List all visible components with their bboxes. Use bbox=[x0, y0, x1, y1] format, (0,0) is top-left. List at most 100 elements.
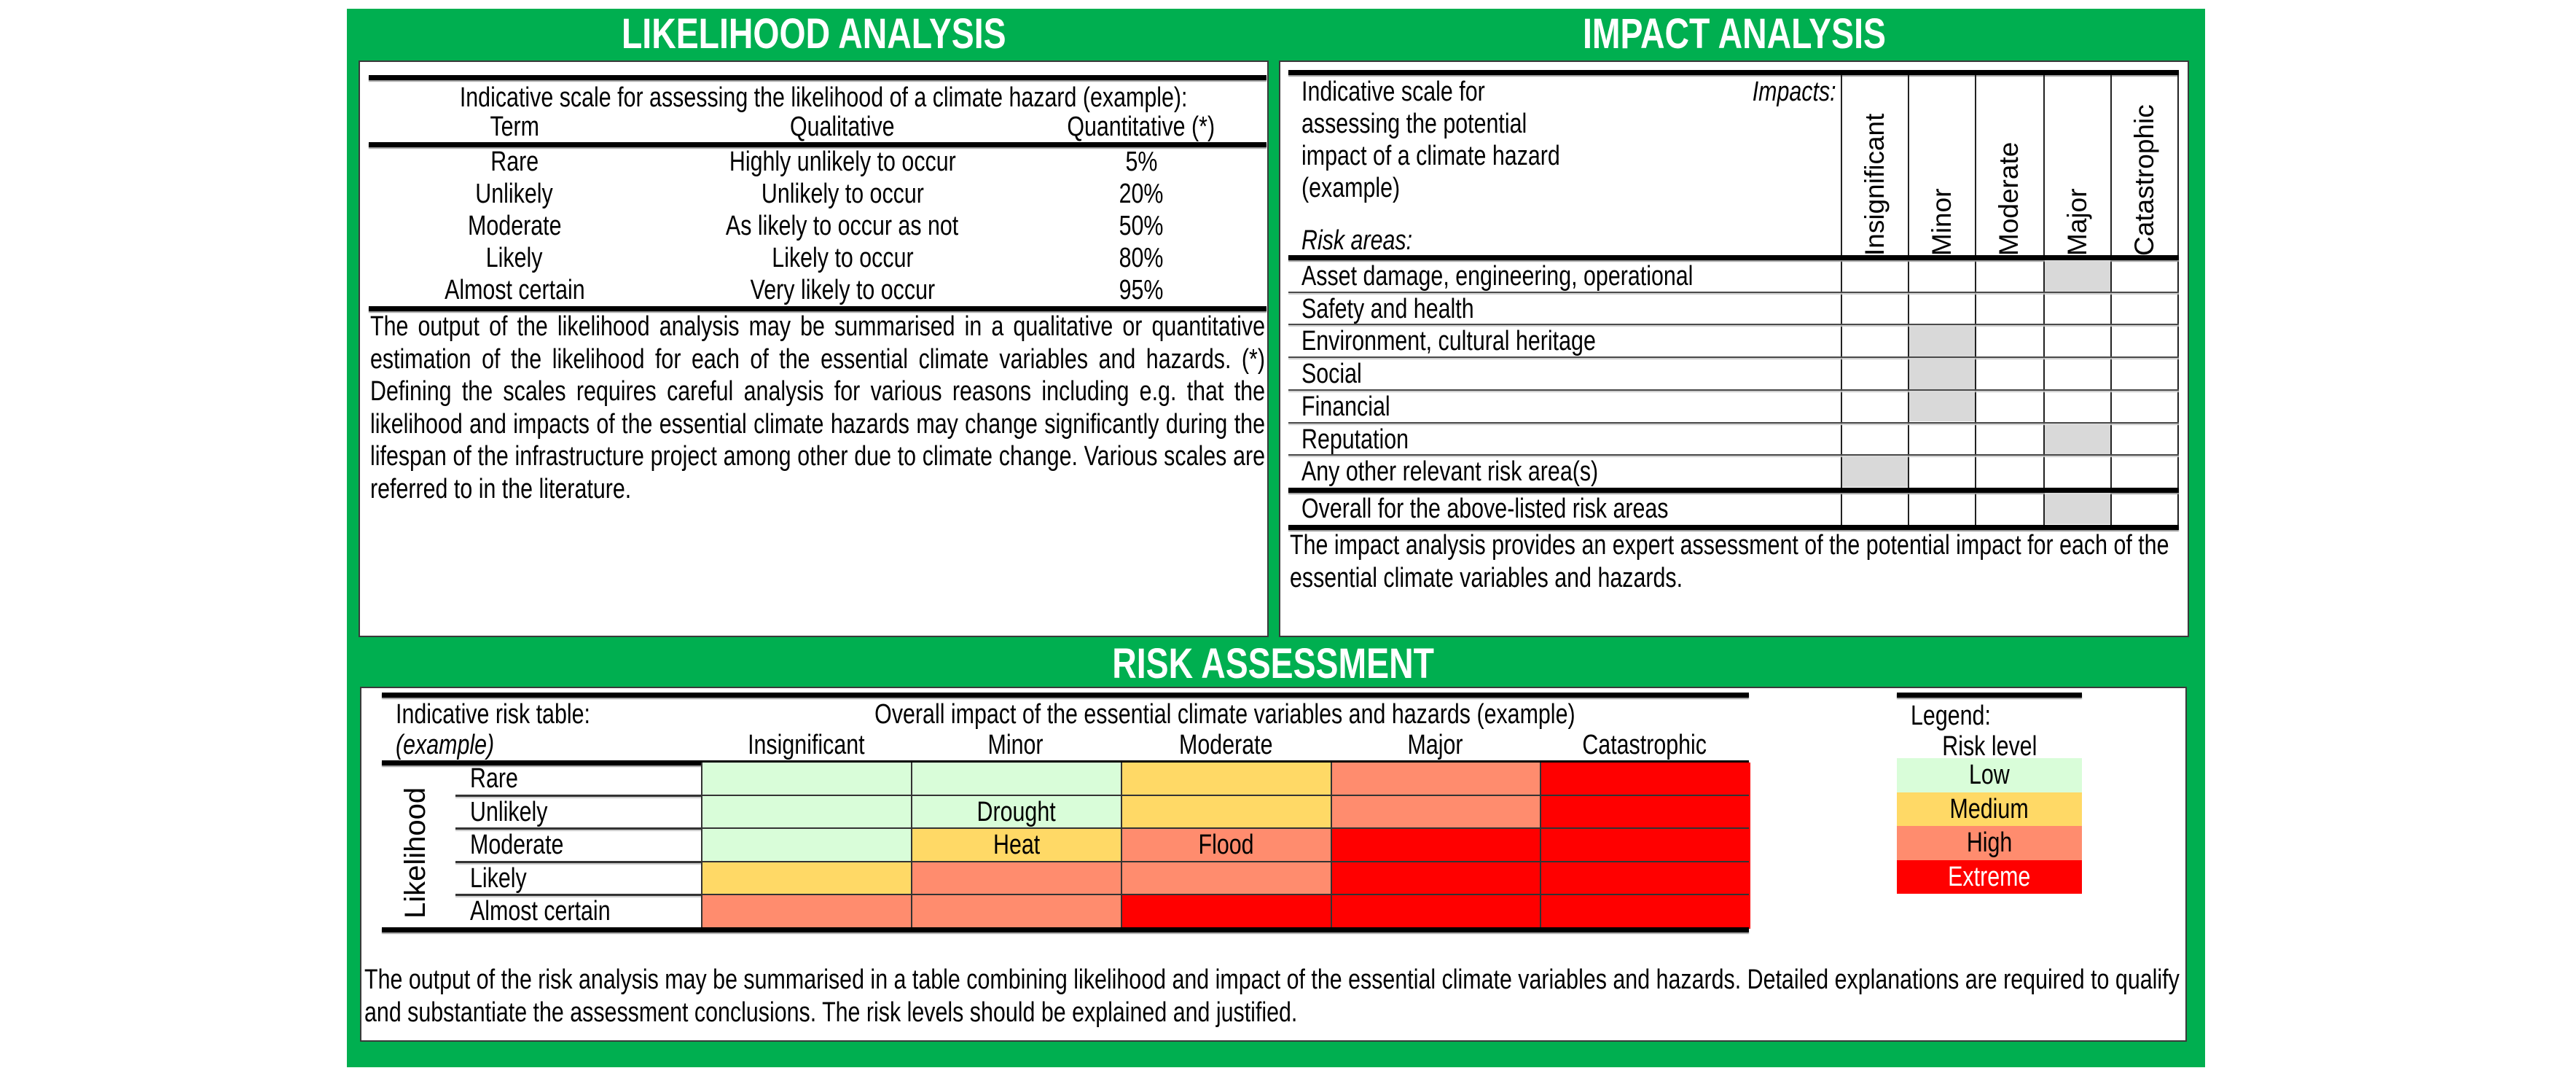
row-divider bbox=[1288, 291, 2179, 293]
risk-impact-header: Overall impact of the essential climate … bbox=[874, 699, 1575, 730]
risk-cell-low: Drought bbox=[911, 795, 1121, 830]
impact-cell-selected bbox=[2045, 260, 2110, 292]
impact-column-moderate: Moderate bbox=[1975, 75, 2042, 527]
likelihood-quantitative: 80% bbox=[1119, 243, 1164, 273]
impact-panel bbox=[1279, 61, 2189, 637]
column-header-qualitative: Qualitative bbox=[790, 112, 895, 142]
impact-column-catastrophic: Catastrophic bbox=[2110, 75, 2177, 527]
risk-cell-high: Flood bbox=[1121, 829, 1331, 862]
likelihood-description: The output of the likelihood analysis ma… bbox=[370, 311, 1265, 504]
impact-caption-line: Indicative scale for bbox=[1301, 77, 1485, 107]
risk-cell-extreme bbox=[1331, 862, 1540, 896]
risk-column-header: Minor bbox=[987, 730, 1044, 760]
rule bbox=[1288, 487, 2179, 493]
impact-cell-selected bbox=[2045, 423, 2110, 455]
likelihood-row-label: Rare bbox=[470, 763, 518, 794]
impact-description: The impact analysis provides an expert a… bbox=[1290, 530, 2169, 593]
risk-cell-medium bbox=[701, 862, 911, 896]
rule bbox=[382, 693, 1749, 698]
risk-cell-extreme bbox=[1540, 795, 1750, 830]
risk-cell-extreme bbox=[1540, 895, 1750, 929]
risk-cell-high bbox=[911, 895, 1121, 929]
rule bbox=[369, 142, 1267, 147]
rule bbox=[1897, 693, 2082, 698]
impact-cell-selected bbox=[1909, 390, 1975, 422]
legend-item-medium: Medium bbox=[1897, 792, 2082, 826]
risk-cell-high bbox=[1331, 763, 1540, 796]
likelihood-term: Almost certain bbox=[444, 275, 585, 305]
risk-area-label: Reputation bbox=[1301, 424, 1409, 455]
impact-column-major: Major bbox=[2043, 75, 2110, 527]
impact-column-header: Minor bbox=[1927, 188, 1957, 256]
row-divider bbox=[1288, 454, 2179, 456]
risk-title: RISK ASSESSMENT bbox=[1112, 640, 1435, 687]
impact-column-header: Moderate bbox=[1994, 141, 2024, 256]
impact-column-header: Major bbox=[2062, 188, 2092, 256]
likelihood-table-caption: Indicative scale for assessing the likel… bbox=[459, 82, 1188, 113]
row-divider bbox=[455, 827, 1749, 830]
impact-column-header: Insignificant bbox=[1860, 113, 1890, 256]
row-divider bbox=[455, 894, 1749, 897]
risk-cell-low bbox=[911, 763, 1121, 796]
likelihood-row-label: Likely bbox=[470, 862, 527, 894]
likelihood-term: Rare bbox=[490, 147, 539, 177]
rule bbox=[1288, 70, 2179, 75]
impacts-label: Impacts: bbox=[1753, 77, 1836, 107]
risk-cell-extreme bbox=[1121, 895, 1331, 929]
risk-cell-extreme bbox=[1331, 895, 1540, 929]
risk-area-label: Financial bbox=[1301, 391, 1390, 422]
legend-subtitle: Risk level bbox=[1941, 731, 2037, 762]
impact-cell-selected bbox=[1909, 325, 1975, 357]
likelihood-row-label: Unlikely bbox=[470, 796, 548, 827]
row-divider bbox=[455, 860, 1749, 863]
likelihood-term: Likely bbox=[486, 243, 543, 273]
risk-cell-low bbox=[701, 763, 911, 796]
likelihood-qualitative: Very likely to occur bbox=[750, 275, 935, 305]
risk-table-label: Indicative risk table: bbox=[396, 699, 590, 730]
column-header-term: Term bbox=[490, 112, 539, 142]
risk-cell-high bbox=[1331, 795, 1540, 830]
rule bbox=[1288, 524, 2179, 530]
rule bbox=[382, 927, 1749, 932]
legend-title: Legend: bbox=[1911, 701, 1991, 731]
impact-cell-selected bbox=[2045, 492, 2110, 524]
likelihood-term: Moderate bbox=[467, 211, 562, 241]
likelihood-panel bbox=[359, 61, 1269, 637]
risk-cell-medium bbox=[1121, 795, 1331, 830]
likelihood-quantitative: 5% bbox=[1125, 147, 1157, 177]
risk-area-label: Social bbox=[1301, 359, 1362, 390]
risk-area-label: Environment, cultural heritage bbox=[1301, 326, 1596, 357]
risk-areas-label: Risk areas: bbox=[1301, 225, 1413, 256]
rule bbox=[369, 306, 1267, 311]
legend-item-high: High bbox=[1897, 826, 2082, 860]
likelihood-row-label: Almost certain bbox=[470, 896, 611, 927]
legend-item-extreme: Extreme bbox=[1897, 859, 2082, 894]
risk-cell-high bbox=[911, 862, 1121, 896]
risk-column-header: Major bbox=[1407, 730, 1464, 760]
likelihood-qualitative: Highly unlikely to occur bbox=[729, 147, 956, 177]
risk-table-example: (example) bbox=[396, 730, 495, 760]
likelihood-quantitative: 20% bbox=[1119, 179, 1164, 209]
risk-area-label: Overall for the above-listed risk areas bbox=[1301, 493, 1669, 524]
impact-caption-line: (example) bbox=[1301, 173, 1401, 203]
likelihood-qualitative: Unlikely to occur bbox=[761, 179, 924, 209]
row-divider bbox=[1288, 356, 2179, 359]
risk-cell-extreme bbox=[1540, 862, 1750, 896]
impact-table-right-border bbox=[2177, 75, 2180, 527]
impact-column-header: Catastrophic bbox=[2129, 104, 2159, 256]
likelihood-qualitative: As likely to occur as not bbox=[726, 211, 959, 241]
impact-caption-line: impact of a climate hazard bbox=[1301, 141, 1560, 171]
rule bbox=[1288, 255, 2179, 260]
risk-cell-medium bbox=[1121, 763, 1331, 796]
likelihood-title: LIKELIHOOD ANALYSIS bbox=[621, 10, 1006, 58]
likelihood-row-label: Moderate bbox=[470, 830, 564, 861]
risk-cell-low bbox=[701, 795, 911, 830]
risk-column-header: Insignificant bbox=[747, 730, 865, 760]
impact-caption-line: assessing the potential bbox=[1301, 109, 1527, 139]
risk-column-header: Catastrophic bbox=[1582, 730, 1707, 760]
row-divider bbox=[1288, 389, 2179, 391]
legend-item-low: Low bbox=[1897, 758, 2082, 792]
row-divider bbox=[1288, 324, 2179, 326]
impact-title: IMPACT ANALYSIS bbox=[1582, 10, 1886, 58]
likelihood-quantitative: 50% bbox=[1119, 211, 1164, 241]
